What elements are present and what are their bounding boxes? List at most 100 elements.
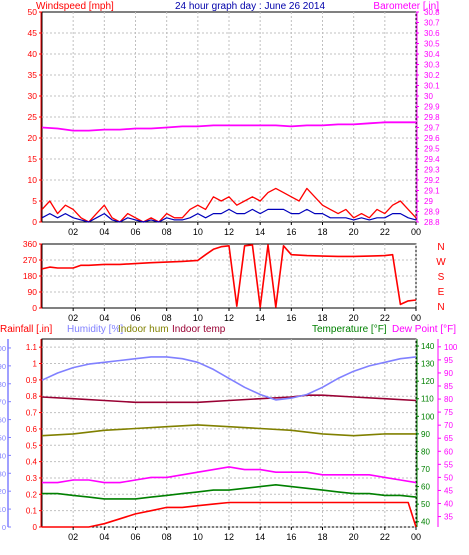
barometer-ytick-label: 30.5 bbox=[424, 40, 440, 49]
wind-ytick-label: 25 bbox=[28, 112, 38, 122]
dew-point-ytick-label: 55 bbox=[444, 460, 453, 469]
temperature-ytick-label: 130 bbox=[421, 360, 435, 369]
direction-panel-xtick-label: 08 bbox=[162, 313, 172, 323]
climate-panel-xtick-label: 22 bbox=[380, 532, 390, 542]
wind-direction-line bbox=[41, 244, 417, 308]
wind-ytick-label: 15 bbox=[28, 154, 38, 164]
compass-label: W bbox=[436, 257, 446, 268]
temperature-line bbox=[42, 483, 417, 500]
humidity-ytick-label: 10 bbox=[0, 505, 6, 514]
barometer-ytick-label: 29.7 bbox=[424, 124, 440, 133]
dew-point-ytick-label: 50 bbox=[444, 473, 453, 482]
climate-panel-xtick-label: 16 bbox=[286, 532, 296, 542]
dew-point-ytick-label: 45 bbox=[444, 486, 453, 495]
rain-ytick-label: 0.7 bbox=[26, 409, 38, 418]
wind-ytick-label: 35 bbox=[28, 70, 38, 80]
direction-panel-xtick-label: 20 bbox=[349, 313, 359, 323]
chart-title: 24 hour graph day : June 26 2014 bbox=[175, 1, 326, 12]
direction-panel-xtick-label: 14 bbox=[255, 313, 265, 323]
wind-panel-xtick-label: 20 bbox=[349, 227, 359, 237]
legend-entry: Humidity [%] bbox=[67, 324, 123, 335]
direction-panel-xtick-label: 10 bbox=[193, 313, 203, 323]
climate-panel-xtick-label: 06 bbox=[130, 532, 140, 542]
barometer-axis-label: Barometer [.in] bbox=[373, 1, 439, 12]
direction-ytick-label: 180 bbox=[23, 271, 37, 281]
legend-entry: Dew Point [°F] bbox=[392, 324, 456, 335]
barometer-ytick-label: 30.6 bbox=[424, 29, 440, 38]
wind-ytick-label: 30 bbox=[28, 91, 38, 101]
barometer-ytick-label: 30.7 bbox=[424, 19, 440, 28]
humidity-line bbox=[41, 356, 417, 401]
temperature-ytick-label: 110 bbox=[421, 395, 434, 404]
temperature-ytick-label: 80 bbox=[421, 447, 430, 456]
dew-point-ytick-label: 95 bbox=[444, 356, 453, 365]
wind-panel-xtick-label: 10 bbox=[193, 227, 203, 237]
rain-ytick-label: 0.6 bbox=[26, 425, 38, 434]
rain-ytick-label: 1.1 bbox=[26, 343, 38, 352]
rain-ytick-label: 0 bbox=[33, 523, 38, 532]
wind-panel-xtick-label: 02 bbox=[68, 227, 78, 237]
barometer-line bbox=[41, 121, 416, 132]
indoor-temp-line bbox=[41, 394, 417, 404]
barometer-ytick-label: 29.2 bbox=[424, 176, 440, 185]
wind-ytick-label: 50 bbox=[28, 7, 38, 17]
rain-ytick-label: 0.4 bbox=[26, 458, 38, 467]
rainfall-line bbox=[42, 501, 417, 528]
barometer-ytick-label: 29.9 bbox=[424, 103, 440, 112]
humidity-ytick-label: 0 bbox=[2, 523, 6, 532]
dew-point-line bbox=[42, 466, 417, 484]
barometer-ytick-label: 29.6 bbox=[424, 134, 440, 143]
rain-ytick-label: 0.2 bbox=[26, 490, 38, 499]
temperature-ytick-label: 140 bbox=[421, 342, 435, 351]
direction-panel-xtick-label: 16 bbox=[286, 313, 296, 323]
dew-point-ytick-label: 80 bbox=[444, 395, 453, 404]
barometer-ytick-label: 30.2 bbox=[424, 71, 440, 80]
direction-panel-xtick-label: 00 bbox=[411, 313, 421, 323]
legend-entry: Temperature [°F] bbox=[312, 324, 387, 335]
direction-panel-xtick-label: 06 bbox=[130, 313, 140, 323]
wind-panel-xtick-label: 16 bbox=[286, 227, 296, 237]
climate-panel-xtick-label: 14 bbox=[255, 532, 265, 542]
compass-label: S bbox=[438, 272, 445, 283]
rain-ytick-label: 0.1 bbox=[26, 507, 38, 516]
wind-panel-xtick-label: 04 bbox=[99, 227, 109, 237]
compass-label: E bbox=[438, 287, 445, 298]
windspeed-axis-label: Windspeed [mph] bbox=[36, 1, 114, 12]
rain-ytick-label: 0.8 bbox=[26, 392, 38, 401]
dew-point-ytick-label: 75 bbox=[444, 408, 453, 417]
direction-ytick-label: 90 bbox=[28, 287, 38, 297]
dew-point-ytick-label: 60 bbox=[444, 447, 453, 456]
windspeed-line bbox=[41, 187, 417, 223]
barometer-ytick-label: 29.3 bbox=[424, 166, 440, 175]
wind-ytick-label: 10 bbox=[28, 175, 38, 185]
rain-ytick-label: 0.3 bbox=[26, 474, 38, 483]
legend-entry: Indoor temp bbox=[172, 324, 226, 335]
dew-point-ytick-label: 65 bbox=[444, 434, 453, 443]
barometer-ytick-label: 28.8 bbox=[424, 218, 440, 227]
humidity-ytick-label: 50 bbox=[0, 433, 6, 442]
legend-entry: Rainfall [.in] bbox=[0, 324, 52, 335]
direction-panel-xtick-label: 18 bbox=[317, 313, 327, 323]
legend-entry: Indoor hum bbox=[118, 324, 169, 335]
climate-panel-xtick-label: 12 bbox=[224, 532, 234, 542]
barometer-ytick-label: 30.4 bbox=[424, 50, 440, 59]
climate-panel-xtick-label: 10 bbox=[193, 532, 203, 542]
climate-panel-xtick-label: 08 bbox=[162, 532, 172, 542]
wind-ytick-label: 45 bbox=[28, 28, 38, 38]
wind-ytick-label: 40 bbox=[28, 49, 38, 59]
dew-point-ytick-label: 85 bbox=[444, 382, 453, 391]
climate-panel-xtick-label: 18 bbox=[317, 532, 327, 542]
dew-point-ytick-label: 40 bbox=[444, 500, 453, 509]
indoor-humidity-line bbox=[41, 424, 416, 437]
humidity-ytick-label: 70 bbox=[0, 398, 6, 407]
climate-panel-xtick-label: 20 bbox=[349, 532, 359, 542]
barometer-ytick-label: 29.4 bbox=[424, 155, 440, 164]
humidity-ytick-label: 20 bbox=[0, 487, 6, 496]
wind-panel-xtick-label: 22 bbox=[380, 227, 390, 237]
wind-ytick-label: 5 bbox=[32, 196, 37, 206]
barometer-ytick-label: 28.9 bbox=[424, 208, 440, 217]
dew-point-ytick-label: 70 bbox=[444, 421, 453, 430]
barometer-ytick-label: 29.5 bbox=[424, 145, 440, 154]
humidity-ytick-label: 40 bbox=[0, 451, 6, 460]
